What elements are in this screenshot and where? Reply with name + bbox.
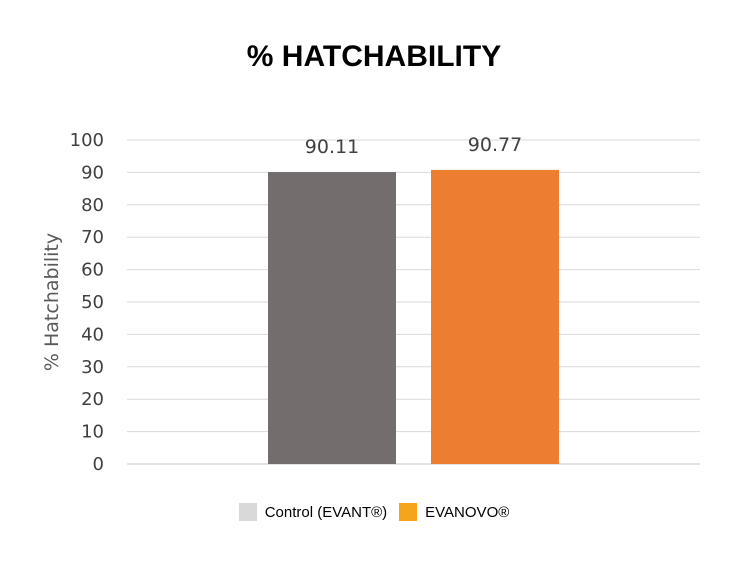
- y-tick-label-20: 20: [81, 389, 104, 410]
- legend-swatch-control: [238, 503, 257, 521]
- y-tick-label-0: 0: [93, 454, 104, 475]
- y-tick-label-40: 40: [81, 324, 104, 345]
- y-tick-label-10: 10: [81, 422, 104, 443]
- bar-1: [431, 169, 559, 464]
- legend: Control (EVANT®) EVANOVO®: [0, 503, 748, 521]
- y-tick-label-90: 90: [81, 162, 104, 183]
- y-tick-label-60: 60: [81, 260, 104, 281]
- bar-0: [268, 172, 396, 465]
- legend-swatch-evanovo: [399, 503, 418, 521]
- legend-label-evanovo: EVANOVO®: [425, 503, 510, 521]
- legend-item-control: Control (EVANT®): [238, 503, 388, 521]
- y-axis-ticks: 0 10 20 30 40 50 60 70 80 90 100: [70, 130, 104, 475]
- data-label-0: 90.11: [305, 136, 359, 158]
- data-labels: 90.11 90.77: [305, 134, 522, 158]
- y-tick-label-100: 100: [70, 130, 104, 151]
- bars: [268, 169, 559, 465]
- y-tick-label-70: 70: [81, 227, 104, 248]
- y-tick-label-50: 50: [81, 292, 104, 313]
- legend-label-control: Control (EVANT®): [264, 503, 388, 521]
- y-tick-label-30: 30: [81, 357, 104, 378]
- y-tick-label-80: 80: [81, 195, 104, 216]
- data-label-1: 90.77: [468, 134, 522, 156]
- legend-item-evanovo: EVANOVO®: [399, 503, 509, 521]
- gridlines: [127, 139, 700, 465]
- y-axis-title: % Hatchability: [41, 233, 63, 371]
- chart-title: % HATCHABILITY: [246, 40, 502, 73]
